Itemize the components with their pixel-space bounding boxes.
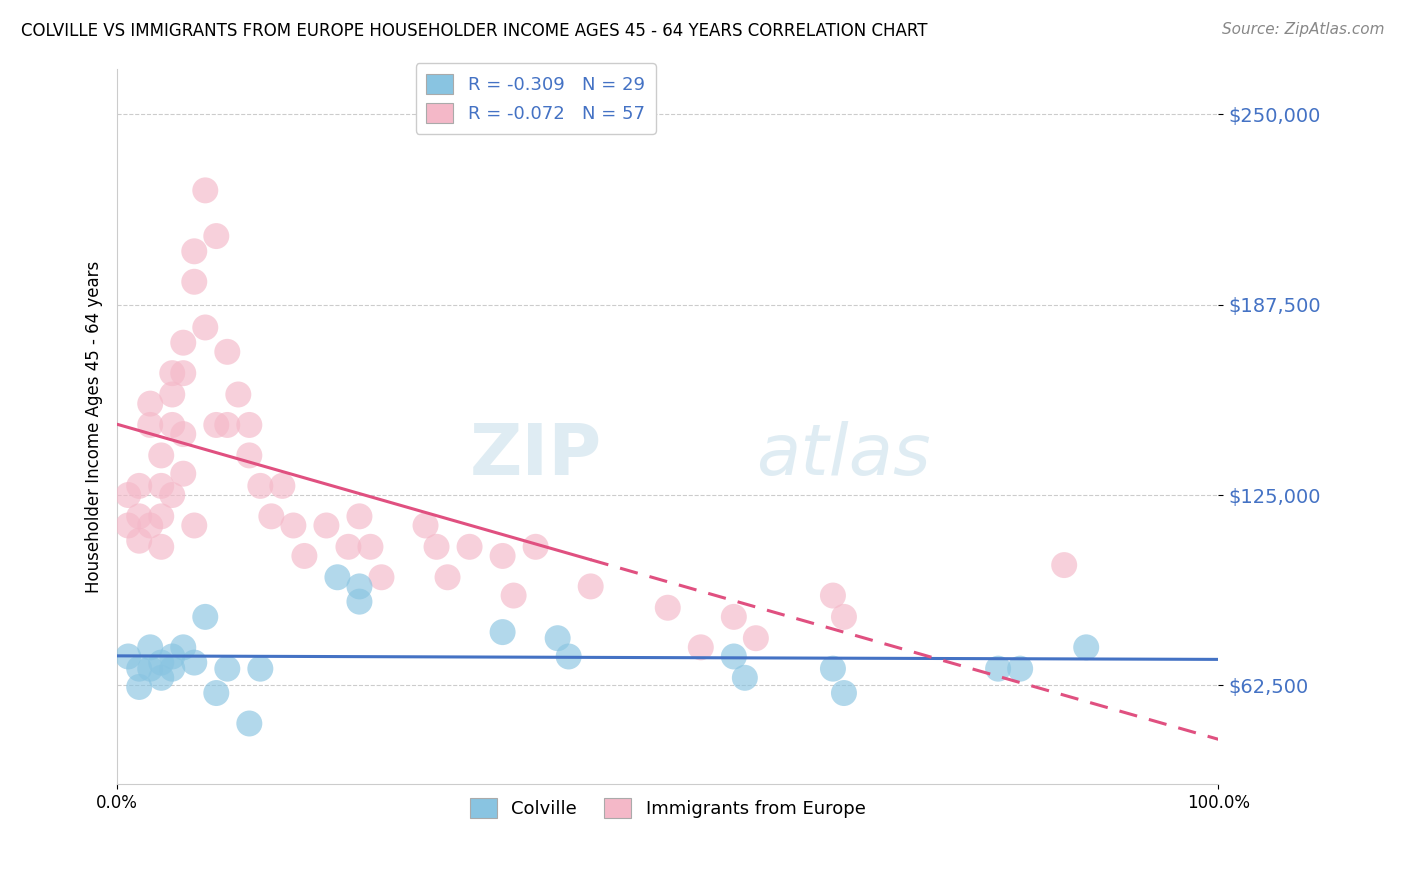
Point [172,427,194,442]
Point [162,649,184,664]
Point [271,479,294,493]
Point [150,656,173,670]
Point [150,509,173,524]
Point [415,518,437,533]
Point [238,716,260,731]
Point [139,662,162,676]
Point [557,649,579,664]
Point [183,244,205,259]
Point [425,540,447,554]
Point [349,579,371,593]
Point [205,686,228,700]
Point [283,518,305,533]
Point [162,417,184,432]
Point [315,518,337,533]
Point [226,387,249,401]
Point [524,540,547,554]
Point [128,533,150,548]
Point [172,640,194,655]
Point [217,344,239,359]
Point [183,275,205,289]
Text: ZIP: ZIP [470,421,602,490]
Point [162,366,184,380]
Point [139,417,162,432]
Point [172,335,194,350]
Y-axis label: Householder Income Ages 45 - 64 years: Householder Income Ages 45 - 64 years [86,260,103,592]
Point [821,589,844,603]
Point [128,479,150,493]
Point [128,509,150,524]
Point [745,631,768,645]
Point [723,649,745,664]
Point [162,387,184,401]
Point [183,518,205,533]
Point [734,671,756,685]
Point [162,662,184,676]
Point [150,479,173,493]
Point [205,417,228,432]
Point [249,479,271,493]
Point [205,229,228,244]
Point [194,183,217,197]
Point [260,509,283,524]
Point [1010,662,1032,676]
Point [172,366,194,380]
Point [491,549,513,563]
Point [150,540,173,554]
Point [117,649,139,664]
Point [139,518,162,533]
Point [832,686,855,700]
Point [337,540,360,554]
Point [128,680,150,694]
Point [502,589,524,603]
Point [194,610,217,624]
Text: Source: ZipAtlas.com: Source: ZipAtlas.com [1222,22,1385,37]
Point [150,449,173,463]
Point [1076,640,1098,655]
Point [359,540,381,554]
Point [657,600,679,615]
Legend: Colville, Immigrants from Europe: Colville, Immigrants from Europe [463,791,873,825]
Point [172,467,194,481]
Point [723,610,745,624]
Point [183,656,205,670]
Point [821,662,844,676]
Point [217,417,239,432]
Point [579,579,602,593]
Point [249,662,271,676]
Point [238,417,260,432]
Point [547,631,569,645]
Point [987,662,1010,676]
Point [238,449,260,463]
Point [217,662,239,676]
Point [292,549,315,563]
Point [117,518,139,533]
Text: atlas: atlas [756,421,931,490]
Point [458,540,481,554]
Point [370,570,392,584]
Point [194,320,217,334]
Point [128,662,150,676]
Point [349,509,371,524]
Point [1053,558,1076,573]
Point [162,488,184,502]
Point [139,640,162,655]
Text: COLVILLE VS IMMIGRANTS FROM EUROPE HOUSEHOLDER INCOME AGES 45 - 64 YEARS CORRELA: COLVILLE VS IMMIGRANTS FROM EUROPE HOUSE… [21,22,928,40]
Point [349,594,371,608]
Point [832,610,855,624]
Point [150,671,173,685]
Point [689,640,711,655]
Point [139,396,162,410]
Point [117,488,139,502]
Point [326,570,349,584]
Point [491,625,513,640]
Point [436,570,458,584]
